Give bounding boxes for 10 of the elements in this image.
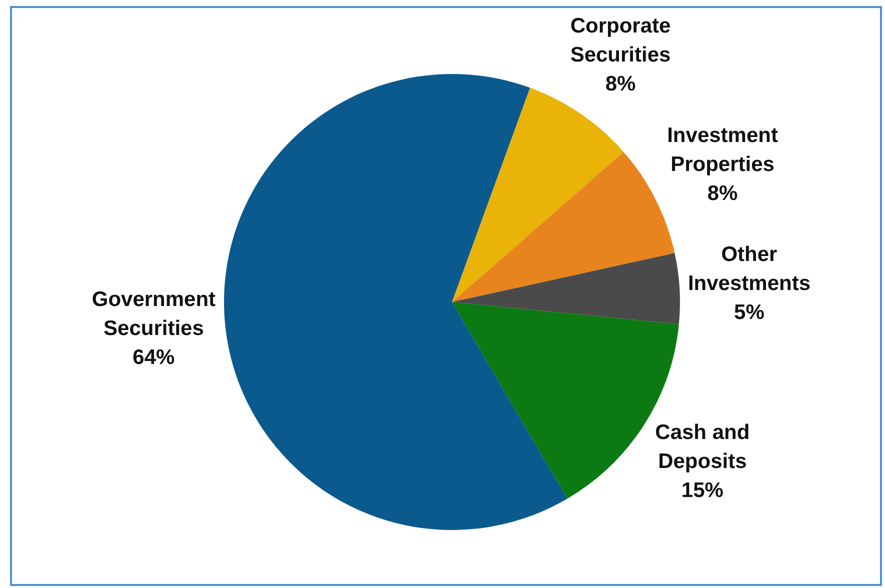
- slice-label: Investment Properties: [667, 124, 778, 176]
- slice-label: Corporate Securities: [570, 14, 671, 67]
- data-label: 5%: [734, 301, 765, 324]
- data-label: 15%: [681, 478, 724, 502]
- data-label: 8%: [707, 182, 738, 206]
- slice-label: Other Investments: [688, 243, 810, 296]
- data-label: 8%: [605, 72, 636, 96]
- slice-label: Cash and Deposits: [655, 420, 750, 473]
- slice-label: Government Securities: [92, 288, 216, 340]
- data-label: 64%: [132, 346, 176, 369]
